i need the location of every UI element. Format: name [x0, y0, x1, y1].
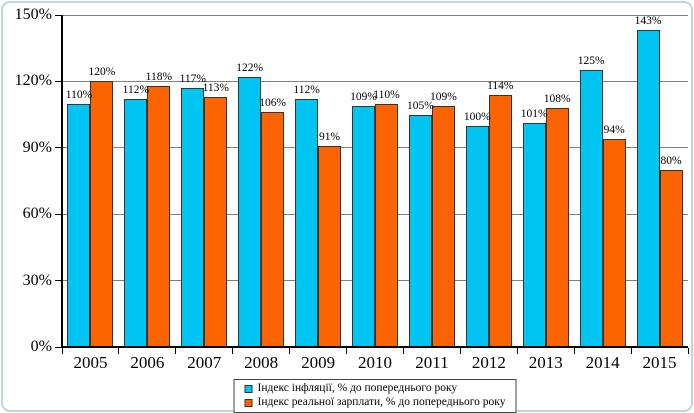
bar-value-label: 109%: [429, 90, 457, 103]
x-axis-label-2006: 2006: [130, 353, 165, 372]
bar-value-label: 113%: [202, 81, 229, 94]
y-axis-tick: [55, 346, 62, 348]
y-axis-label: 150%: [14, 6, 52, 23]
y-axis-label: 90%: [22, 138, 52, 156]
y-axis-label: 0%: [30, 338, 52, 355]
bar-inflation-2013: [522, 123, 546, 347]
bar-value-label: 143%: [634, 15, 662, 28]
x-axis-tick: [289, 348, 291, 354]
y-axis-label: 30%: [22, 271, 52, 289]
bar-value-label: 108%: [543, 92, 571, 105]
bar-value-label: 112%: [293, 84, 320, 97]
bar-value-label: 118%: [145, 70, 173, 83]
y-axis-tick: [55, 80, 62, 82]
bar-inflation-2008: [238, 76, 262, 347]
x-axis-label-2012: 2012: [471, 353, 506, 372]
bar-value-label: 80%: [660, 154, 682, 167]
bar-value-label: 106%: [259, 97, 287, 110]
bar-real-wage-2012: [488, 94, 512, 347]
legend-item-inflation: Індекс інфляції, % до попереднього року: [244, 382, 506, 395]
bar-real-wage-2008: [261, 112, 285, 347]
y-axis-tick: [55, 280, 62, 282]
x-axis-label-2015: 2015: [642, 353, 677, 372]
bar-real-wage-2013: [545, 107, 569, 347]
bar-value-label: 94%: [603, 123, 625, 136]
bar-value-label: 110%: [373, 88, 400, 101]
y-axis-tick: [55, 14, 62, 16]
x-axis-tick: [232, 348, 234, 354]
x-axis-tick: [630, 348, 632, 354]
x-axis-label-2007: 2007: [187, 353, 222, 372]
legend: Індекс інфляції, % до попереднього року …: [233, 379, 517, 413]
y-axis-tick: [55, 213, 62, 215]
x-axis-label-2014: 2014: [585, 353, 620, 372]
bar-real-wage-2007: [204, 96, 228, 347]
bar-value-label: 122%: [236, 61, 264, 74]
bar-value-label: 101%: [520, 108, 548, 121]
legend-label-inflation: Індекс інфляції, % до попереднього року: [257, 382, 458, 394]
legend-item-real-wage: Індекс реальної зарплати, % до попереднь…: [244, 396, 506, 409]
x-axis-tick: [61, 348, 63, 354]
bar-value-label: 100%: [463, 110, 491, 123]
x-axis: [62, 346, 688, 348]
y-axis: [61, 15, 63, 348]
bar-real-wage-2005: [90, 81, 114, 347]
bar-inflation-2014: [579, 70, 603, 347]
bar-value-label: 110%: [65, 88, 93, 101]
x-axis-label-2013: 2013: [528, 353, 563, 372]
x-axis-label-2005: 2005: [73, 353, 108, 372]
y-axis-label: 120%: [14, 72, 52, 90]
x-axis-tick: [516, 348, 518, 354]
bar-value-label: 105%: [406, 99, 434, 112]
x-axis-tick: [687, 348, 689, 354]
legend-swatch-inflation-icon: [244, 384, 253, 393]
bar-value-label: 109%: [350, 90, 377, 103]
bar-value-label: 91%: [319, 130, 341, 143]
x-axis-tick: [346, 348, 348, 354]
bar-value-label: 114%: [487, 79, 514, 92]
bar-real-wage-2009: [318, 145, 342, 347]
gridline: [62, 80, 688, 82]
legend-swatch-real-wage-icon: [244, 398, 253, 407]
bar-real-wage-2010: [375, 103, 398, 347]
bar-real-wage-2011: [431, 105, 455, 347]
x-axis-tick: [175, 348, 177, 354]
bar-real-wage-2014: [602, 138, 626, 347]
bar-value-label: 125%: [577, 55, 605, 68]
gridline: [62, 14, 688, 16]
x-axis-tick: [459, 348, 461, 354]
bar-inflation-2006: [124, 99, 148, 347]
x-axis-label-2009: 2009: [301, 353, 336, 372]
bar-inflation-2007: [181, 88, 205, 347]
legend-label-real-wage: Індекс реальної зарплати, % до попереднь…: [257, 396, 506, 408]
bar-value-label: 117%: [179, 73, 206, 86]
x-axis-label-2008: 2008: [244, 353, 279, 372]
x-axis-tick: [118, 348, 120, 354]
y-axis-label: 60%: [22, 205, 52, 223]
bar-inflation-2010: [352, 105, 375, 347]
bar-value-label: 120%: [88, 66, 116, 79]
x-axis-label-2010: 2010: [358, 353, 392, 372]
y-axis-tick: [55, 147, 62, 149]
bar-real-wage-2006: [147, 85, 171, 347]
bar-inflation-2012: [465, 125, 489, 347]
bar-real-wage-2015: [659, 169, 683, 347]
x-axis-tick: [573, 348, 575, 354]
x-axis-tick: [402, 348, 404, 354]
bar-inflation-2009: [295, 99, 319, 347]
bar-inflation-2015: [636, 30, 660, 347]
bar-inflation-2011: [408, 114, 432, 347]
bar-value-label: 112%: [122, 84, 150, 97]
bar-inflation-2005: [67, 103, 91, 347]
x-axis-label-2011: 2011: [415, 353, 449, 372]
